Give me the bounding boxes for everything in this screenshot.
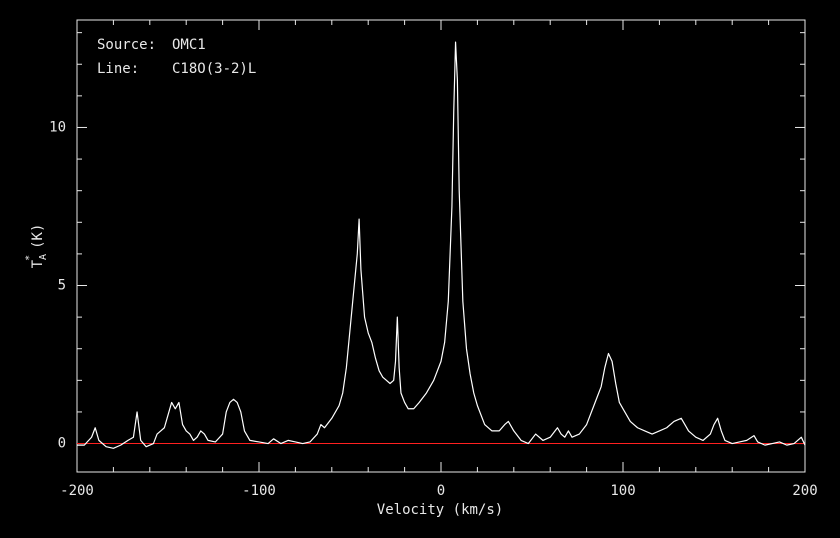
x-tick-label: 200: [792, 483, 817, 499]
y-label-sub: A: [38, 254, 49, 260]
y-axis-label: TA* (K): [24, 224, 49, 269]
y-label-unit: (K): [30, 224, 46, 249]
annotation-label: Line:: [97, 61, 139, 77]
x-axis-label: Velocity (km/s): [377, 502, 503, 518]
y-tick-label: 0: [58, 436, 66, 452]
x-tick-label: -100: [242, 483, 276, 499]
x-tick-label: 0: [437, 483, 445, 499]
x-tick-label: -200: [60, 483, 94, 499]
y-label-sup: *: [24, 255, 35, 261]
y-label-base: T: [30, 259, 46, 268]
plot-frame: [76, 19, 806, 473]
annotation-text: OMC1: [172, 37, 206, 53]
annotation-text: C18O(3-2)L: [172, 61, 256, 77]
x-tick-label: 100: [610, 483, 635, 499]
y-tick-label: 10: [49, 119, 66, 135]
spectrum-line: [77, 41, 806, 449]
annotation-label: Source:: [97, 37, 156, 53]
y-tick-label: 5: [58, 278, 66, 294]
y-axis-label-text: TA* (K): [24, 224, 49, 269]
